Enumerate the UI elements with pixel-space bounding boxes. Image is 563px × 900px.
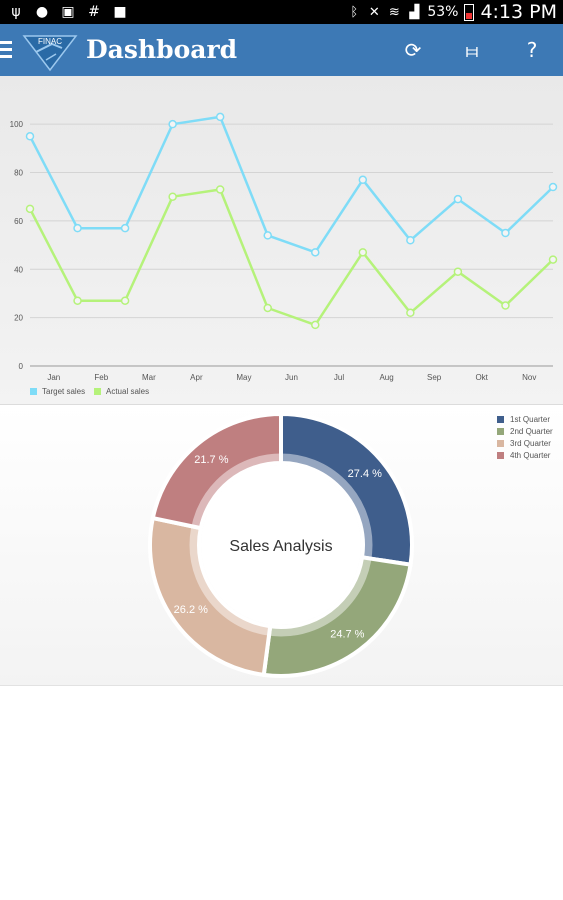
data-point (311, 320, 320, 330)
line-chart: 0 20 40 60 80 100 Jan Feb Mar Apr May Jun Jul Aug Sep O… (10, 112, 558, 396)
legend-swatch (497, 439, 504, 447)
legend-label: 3rd Quarter (510, 438, 551, 448)
legend-swatch (497, 415, 504, 423)
hash-icon: # (88, 4, 100, 20)
data-point (453, 194, 463, 204)
legend-item: 4th Quarter (497, 449, 553, 461)
donut-legend: 1st Quarter 2nd Quarter 3rd Quarter 4th Qua… (497, 413, 553, 461)
x-tick-label: Okt (475, 373, 488, 382)
settings-sliders-icon[interactable]: ⧦ (465, 38, 479, 62)
legend-label: 2nd Quarter (510, 426, 553, 436)
data-point (548, 255, 558, 264)
help-icon[interactable]: ? (526, 38, 538, 62)
legend-swatch (497, 427, 504, 435)
data-point (120, 296, 130, 305)
wifi-icon: ≋ (388, 4, 400, 20)
menu-icon[interactable] (0, 41, 12, 59)
data-point (25, 204, 35, 214)
line-chart-panel: 0 20 40 60 80 100 Jan Feb Mar Apr May Jun Jul Aug Sep O… (0, 76, 563, 405)
x-tick-label: Apr (190, 373, 203, 382)
donut-chart: 27.4 % 24.7 % 26.2 % 21.7 % Sales Analysis (148, 411, 414, 678)
battery-icon (464, 3, 475, 21)
data-point (406, 236, 415, 245)
slice-label: 26.2 % (174, 604, 208, 616)
series-line (28, 115, 554, 254)
y-tick-label: 40 (14, 265, 23, 274)
data-point (215, 112, 225, 122)
legend-label: Actual sales (106, 387, 149, 396)
signal-icon: ▟ (409, 4, 420, 20)
refresh-icon[interactable]: ⟳ (404, 38, 422, 62)
battery-percent: 53% (427, 4, 459, 20)
donut-slice (279, 411, 414, 567)
x-tick-label: Nov (522, 373, 536, 382)
y-tick-label: 60 (14, 217, 23, 226)
x-tick-label: Mar (142, 373, 156, 382)
finac-logo: FINAC (22, 35, 78, 72)
donut-center (201, 465, 361, 625)
data-point (311, 248, 320, 257)
data-point (120, 223, 130, 233)
donut-title: Sales Analysis (229, 538, 332, 555)
bluetooth-icon: ᛒ (350, 4, 359, 20)
donut-slice (150, 411, 283, 531)
briefcase-icon: ■ (113, 4, 127, 20)
image-icon: ▣ (61, 4, 75, 20)
usb-icon: ψ (11, 4, 21, 20)
legend-swatch (94, 388, 101, 395)
x-tick-label: Jan (47, 373, 60, 382)
x-tick-label: Jun (285, 373, 298, 382)
status-left-icons: ψ ● ▣ # ■ (8, 3, 128, 21)
data-point (501, 301, 510, 310)
slice-label: 27.4 % (348, 468, 382, 480)
page-title: Dashboard (86, 35, 238, 64)
x-tick-label: Sep (427, 373, 442, 382)
inner-ring (189, 453, 373, 637)
clock: 4:13 PM (480, 1, 557, 23)
x-tick-label: May (236, 373, 251, 382)
donut-slice (148, 515, 273, 678)
donut-chart-panel: 27.4 % 24.7 % 26.2 % 21.7 % Sales Analysis 1… (0, 405, 563, 686)
data-point (263, 231, 272, 240)
legend-item: 1st Quarter (497, 413, 553, 425)
donut-slice (261, 555, 413, 678)
data-point (168, 119, 177, 129)
series-line (28, 188, 554, 327)
x-tick-label: Feb (94, 373, 108, 382)
legend-swatch (30, 388, 37, 395)
y-tick-label: 80 (14, 169, 23, 178)
data-point (25, 132, 35, 141)
data-point (501, 228, 510, 238)
data-point (73, 223, 82, 233)
y-tick-label: 100 (10, 120, 24, 129)
data-point (215, 185, 225, 194)
y-tick-label: 20 (14, 314, 23, 323)
data-point (168, 192, 177, 201)
logo-text: FINAC (38, 37, 62, 46)
legend-item: 2nd Quarter (497, 425, 553, 437)
status-bar: ψ ● ▣ # ■ ᛒ ✕ ≋ ▟ 53% 4:13 PM (0, 0, 563, 24)
data-point (263, 303, 272, 313)
mute-icon: ✕ (368, 4, 380, 20)
location-icon: ● (35, 4, 49, 20)
legend-label: 1st Quarter (510, 414, 551, 424)
data-point (73, 296, 82, 305)
data-point (453, 267, 463, 276)
data-point (548, 182, 558, 192)
slice-label: 21.7 % (194, 454, 228, 466)
x-tick-label: Aug (379, 373, 393, 382)
legend-label: 4th Quarter (510, 450, 551, 460)
slice-label: 24.7 % (330, 628, 364, 640)
data-point (406, 308, 415, 318)
legend-swatch (497, 451, 504, 459)
app-bar: FINAC Dashboard ⟳ ⧦ ? (0, 24, 563, 76)
status-right: ᛒ ✕ ≋ ▟ 53% 4:13 PM (347, 0, 557, 24)
y-tick-label: 0 (19, 362, 24, 371)
data-point (358, 175, 368, 185)
legend-item: 3rd Quarter (497, 437, 553, 449)
x-tick-label: Jul (334, 373, 344, 382)
legend-label: Target sales (42, 387, 85, 396)
data-point (358, 248, 368, 257)
